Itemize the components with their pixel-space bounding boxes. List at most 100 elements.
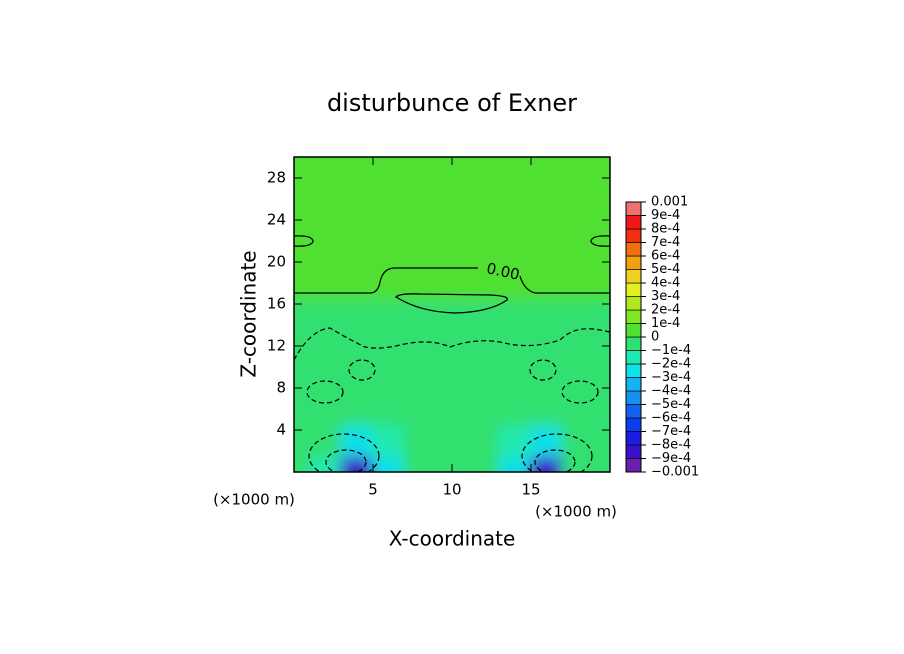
x-tick-label: 10: [442, 481, 461, 499]
field-cell: [561, 266, 610, 300]
contour: [294, 327, 610, 361]
colorbar-band: [625, 390, 642, 405]
x-tick-label: 5: [368, 481, 378, 499]
colorbar: −0.001−9e-4−8e-4−7e-4−6e-4−5e-4−4e-4−3e-…: [625, 195, 699, 480]
field-cell: [561, 329, 610, 363]
x-unit-label: (×1000 m): [535, 503, 617, 521]
colorbar-band: [625, 296, 642, 311]
field-cell: [498, 234, 532, 269]
y-tick-label: 24: [267, 211, 286, 229]
field-cell: [308, 297, 343, 332]
zero-contour: [294, 235, 314, 247]
colorbar-label: 8e-4: [651, 222, 680, 237]
chart-title: disturbunce of Exner: [327, 89, 577, 117]
colorbar-band: [625, 336, 642, 351]
field-cell: [372, 266, 406, 300]
x-axis-label: X-coordinate: [389, 527, 516, 551]
colorbar-label: 4e-4: [651, 276, 680, 291]
field-cell: [372, 297, 406, 332]
x-unit-label: (×1000 m): [213, 491, 295, 509]
contour: [521, 433, 593, 472]
field-cell: [403, 423, 438, 458]
colorbar-band: [625, 255, 642, 270]
field-cell: [340, 392, 374, 426]
colorbar-band: [625, 350, 642, 365]
field-cell: [561, 234, 610, 269]
y-tick-label: 16: [267, 295, 286, 313]
colorbar-label: 2e-4: [651, 303, 680, 318]
field-cell: [340, 203, 374, 237]
field-cell: [403, 203, 438, 237]
field-cell: [308, 203, 343, 237]
field-cell: [466, 203, 501, 237]
colorbar-label: −2e-4: [651, 357, 691, 372]
field-cell: [340, 157, 374, 206]
zero-contour: [394, 293, 509, 314]
field-cell: [308, 234, 343, 269]
colorbar-label: −1e-4: [651, 343, 691, 358]
colorbar-label: −5e-4: [651, 397, 691, 412]
field-cell: [466, 423, 501, 458]
contour: [348, 359, 376, 381]
colorbar-label: −9e-4: [651, 451, 691, 466]
field-cell: [403, 297, 438, 332]
colorbar-label: −3e-4: [651, 370, 691, 385]
colorbar-label: 7e-4: [651, 235, 680, 250]
zero-contour: [519, 275, 610, 294]
field: [294, 157, 610, 472]
y-tick-label: 4: [276, 421, 286, 439]
field-cell: [530, 423, 564, 458]
field-cell: [340, 234, 374, 269]
field-cell: [308, 423, 343, 458]
colorbar-label: −8e-4: [651, 438, 691, 453]
y-axis-label: Z-coordinate: [237, 250, 261, 377]
field-cell: [403, 234, 438, 269]
field-cell: [561, 360, 610, 395]
field-cell: [403, 329, 438, 363]
colorbar-band: [625, 323, 642, 338]
field-cell: [530, 329, 564, 363]
field-cell: [498, 392, 532, 426]
field-cell: [308, 360, 343, 395]
field-cell: [435, 297, 469, 332]
field-cell: [308, 266, 343, 300]
colorbar-label: 0.001: [651, 195, 688, 210]
field-cell: [498, 423, 532, 458]
field-cell: [498, 203, 532, 237]
colorbar-label: −4e-4: [651, 384, 691, 399]
field-cell: [530, 360, 564, 395]
field-cell: [372, 157, 406, 206]
y-tick-label: 8: [276, 379, 286, 397]
colorbar-band: [625, 458, 642, 473]
colorbar-band: [625, 309, 642, 324]
field-cells: [294, 157, 610, 472]
field-cell: [372, 360, 406, 395]
contour: [534, 449, 576, 472]
zero-contour: [590, 235, 610, 247]
field-cell: [403, 360, 438, 395]
colorbar-band: [625, 282, 642, 297]
field-cell: [530, 234, 564, 269]
field-cell: [466, 297, 501, 332]
field-cell: [372, 392, 406, 426]
contour: [308, 433, 380, 472]
field-cell: [340, 360, 374, 395]
field-cell: [340, 297, 374, 332]
y-tick-label: 20: [267, 253, 286, 271]
colorbar-frame: [625, 201, 642, 473]
y-tick-label: 28: [267, 169, 286, 187]
colorbar-band: [625, 242, 642, 257]
field-cell: [530, 157, 564, 206]
colorbar-label: 1e-4: [651, 316, 680, 331]
contour: [561, 380, 599, 404]
colorbar-band: [625, 417, 642, 432]
contours: [294, 235, 610, 472]
colorbar-label: 3e-4: [651, 289, 680, 304]
field-cell: [561, 157, 610, 206]
colorbar-band: [625, 201, 642, 216]
field-cell: [435, 423, 469, 458]
colorbar-band: [625, 444, 642, 459]
contour: [306, 380, 344, 404]
field-cell: [403, 392, 438, 426]
